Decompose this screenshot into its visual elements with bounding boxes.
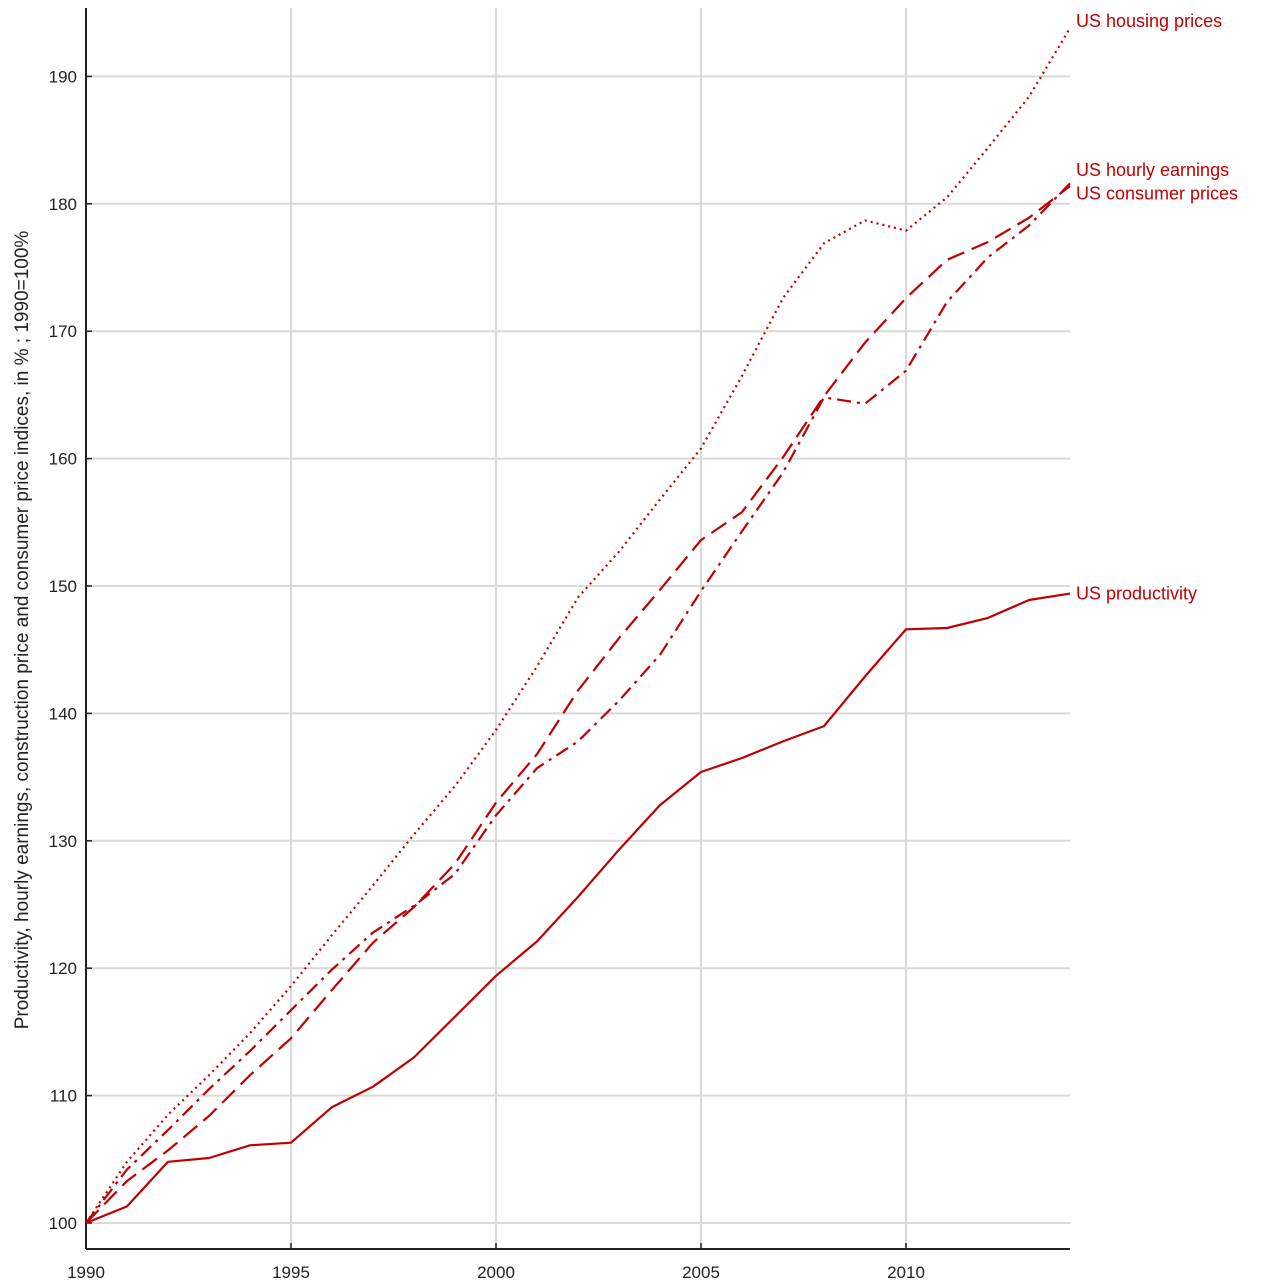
series-line-us-productivity bbox=[85, 592, 1071, 1225]
x-tick-label-2005: 2005 bbox=[682, 1263, 720, 1282]
series-line-us-housing-prices bbox=[85, 27, 1071, 1224]
series-labels: US housing prices US hourly earnings US co… bbox=[1076, 11, 1238, 604]
series-label-us-productivity: US productivity bbox=[1076, 584, 1197, 604]
y-tick-label-150: 150 bbox=[49, 577, 77, 596]
y-tick-label-110: 110 bbox=[50, 1087, 77, 1106]
series-label-us-hourly-earnings: US hourly earnings bbox=[1076, 160, 1229, 180]
y-tick-label-170: 170 bbox=[49, 322, 77, 341]
y-axis-title: Productivity, hourly earnings, construct… bbox=[12, 231, 33, 1030]
y-tick-label-130: 130 bbox=[49, 832, 77, 851]
series-lines bbox=[85, 27, 1071, 1225]
tick-labels: 100 110 120 130 140 150 160 170 180 190 1990 1995 20… bbox=[49, 67, 925, 1282]
x-tick-label-1990: 1990 bbox=[67, 1263, 105, 1282]
y-tick-label-140: 140 bbox=[49, 704, 77, 723]
x-tick-label-2010: 2010 bbox=[887, 1263, 925, 1282]
y-tick-label-180: 180 bbox=[49, 195, 77, 214]
series-label-us-housing-prices: US housing prices bbox=[1076, 11, 1222, 31]
series-line-us-hourly-earnings bbox=[85, 185, 1071, 1224]
y-tick-label-160: 160 bbox=[49, 450, 77, 469]
x-tick-label-1995: 1995 bbox=[272, 1263, 310, 1282]
y-tick-label-120: 120 bbox=[49, 959, 77, 978]
axes bbox=[85, 8, 1070, 1250]
y-tick-label-190: 190 bbox=[49, 67, 77, 86]
y-tick-label-100: 100 bbox=[49, 1214, 77, 1233]
series-label-us-consumer-prices: US consumer prices bbox=[1076, 183, 1238, 203]
x-tick-label-2000: 2000 bbox=[477, 1263, 515, 1282]
series-line-us-consumer-prices bbox=[85, 182, 1071, 1224]
